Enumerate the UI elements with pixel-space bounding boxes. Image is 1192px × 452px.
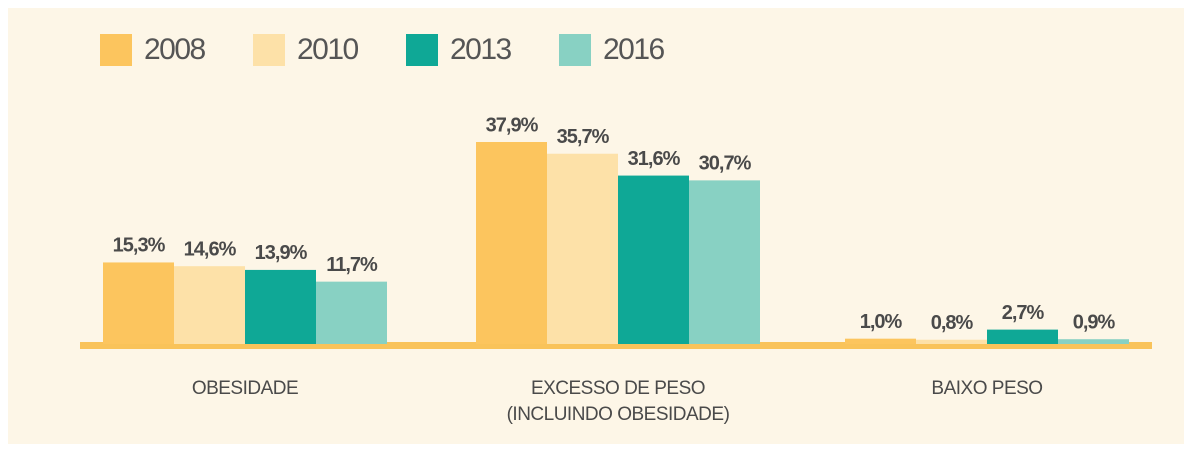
category-label: OBESIDADE	[191, 378, 299, 399]
category-label: EXCESSO DE PESO (INCLUINDO OBESIDADE)	[506, 378, 730, 425]
legend-swatch	[253, 34, 285, 66]
bar	[916, 339, 987, 344]
legend-swatch	[406, 34, 438, 66]
data-label: 35,7%	[557, 126, 610, 148]
bar	[316, 281, 387, 344]
bar	[845, 338, 916, 344]
bar	[103, 262, 174, 344]
data-label: 13,9%	[255, 242, 308, 264]
bar	[174, 266, 245, 344]
data-label: 37,9%	[486, 114, 539, 136]
data-label: 1,0%	[860, 311, 903, 333]
legend-swatch	[100, 34, 132, 66]
bar	[547, 153, 618, 344]
bar	[689, 180, 760, 344]
bar	[476, 142, 547, 344]
data-label: 0,8%	[931, 312, 974, 334]
data-label: 14,6%	[184, 238, 237, 260]
category-label: BAIXO PESO	[931, 378, 1043, 399]
data-label: 15,3%	[113, 235, 166, 257]
legend-label: 2010	[297, 33, 359, 66]
legend-label: 2008	[144, 33, 206, 66]
data-label: 2,7%	[1002, 302, 1045, 324]
data-label: 11,7%	[326, 254, 378, 276]
bar	[245, 269, 316, 344]
legend-label: 2013	[450, 33, 512, 66]
data-label: 0,9%	[1073, 311, 1116, 333]
data-label: 30,7%	[699, 153, 752, 175]
legend-swatch	[559, 34, 591, 66]
baseline	[80, 342, 1152, 349]
bar	[618, 175, 689, 344]
legend-label: 2016	[603, 33, 665, 66]
bar	[1058, 339, 1129, 344]
data-label: 31,6%	[628, 148, 681, 170]
bar	[987, 329, 1058, 344]
